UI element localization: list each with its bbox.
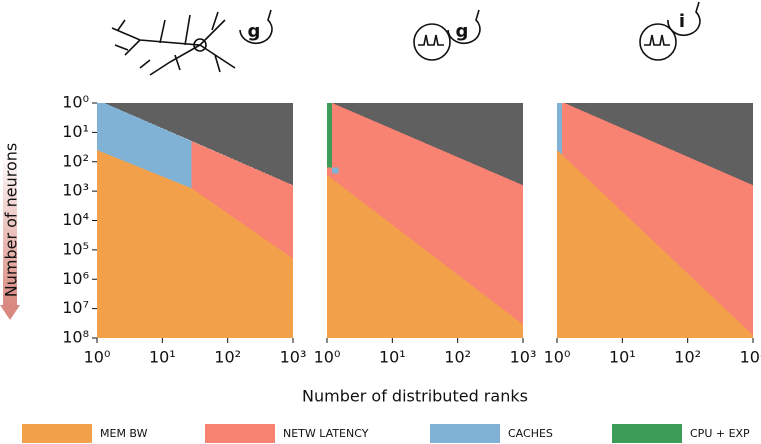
legend-swatch [205,424,275,443]
x-tick-label: 10³ [280,348,307,367]
region [327,174,523,338]
icon-label: i [679,11,685,32]
legend-swatch [612,424,682,443]
y-tick-label: 10⁴ [62,210,89,229]
y-tick-label: 10⁰ [62,93,89,112]
x-tick-label: 10² [214,348,241,367]
x-axis-title: Number of distributed ranks [302,387,528,406]
region [332,167,339,174]
region [327,103,333,168]
x-tick-label: 10⁰ [544,348,571,367]
region [327,103,523,325]
region [191,141,293,259]
legend-label: CACHES [508,427,553,440]
region [97,103,192,189]
icon-label: g [248,21,261,42]
axis-arrow-head [0,305,20,320]
x-tick-label: 10² [674,348,701,367]
y-tick-label: 10⁷ [62,298,89,317]
y-tick-label: 10¹ [62,122,89,141]
y-tick-label: 10⁵ [62,239,89,258]
y-tick-label: 10⁸ [62,328,89,347]
region [557,150,753,338]
legend-label: CPU + EXP [690,427,750,440]
x-tick-label: 10³ [510,348,537,367]
legend-swatch [22,424,92,443]
y-tick-label: 10³ [62,181,89,200]
x-tick-label: 10⁰ [84,348,111,367]
x-tick-label: 10⁰ [314,348,341,367]
gating-icon [239,1,701,61]
legend-label: NETW LATENCY [283,427,369,440]
x-tick-label: 10³ [740,348,761,367]
region [97,150,293,338]
x-tick-label: 10² [444,348,471,367]
x-tick-label: 10¹ [379,348,406,367]
y-tick-label: 10² [62,151,89,170]
icon-label: g [456,21,469,42]
region [557,103,753,336]
y-tick-label: 10⁶ [62,269,89,288]
legend-label: MEM BW [100,427,148,440]
region [332,103,523,186]
y-axis-title: Number of neurons [2,143,21,297]
x-tick-label: 10¹ [149,348,176,367]
region [104,103,293,186]
x-tick-label: 10¹ [609,348,636,367]
neuron-sketch [111,11,236,76]
axis-arrow [3,150,17,305]
region [564,103,753,186]
legend-swatch [430,424,500,443]
